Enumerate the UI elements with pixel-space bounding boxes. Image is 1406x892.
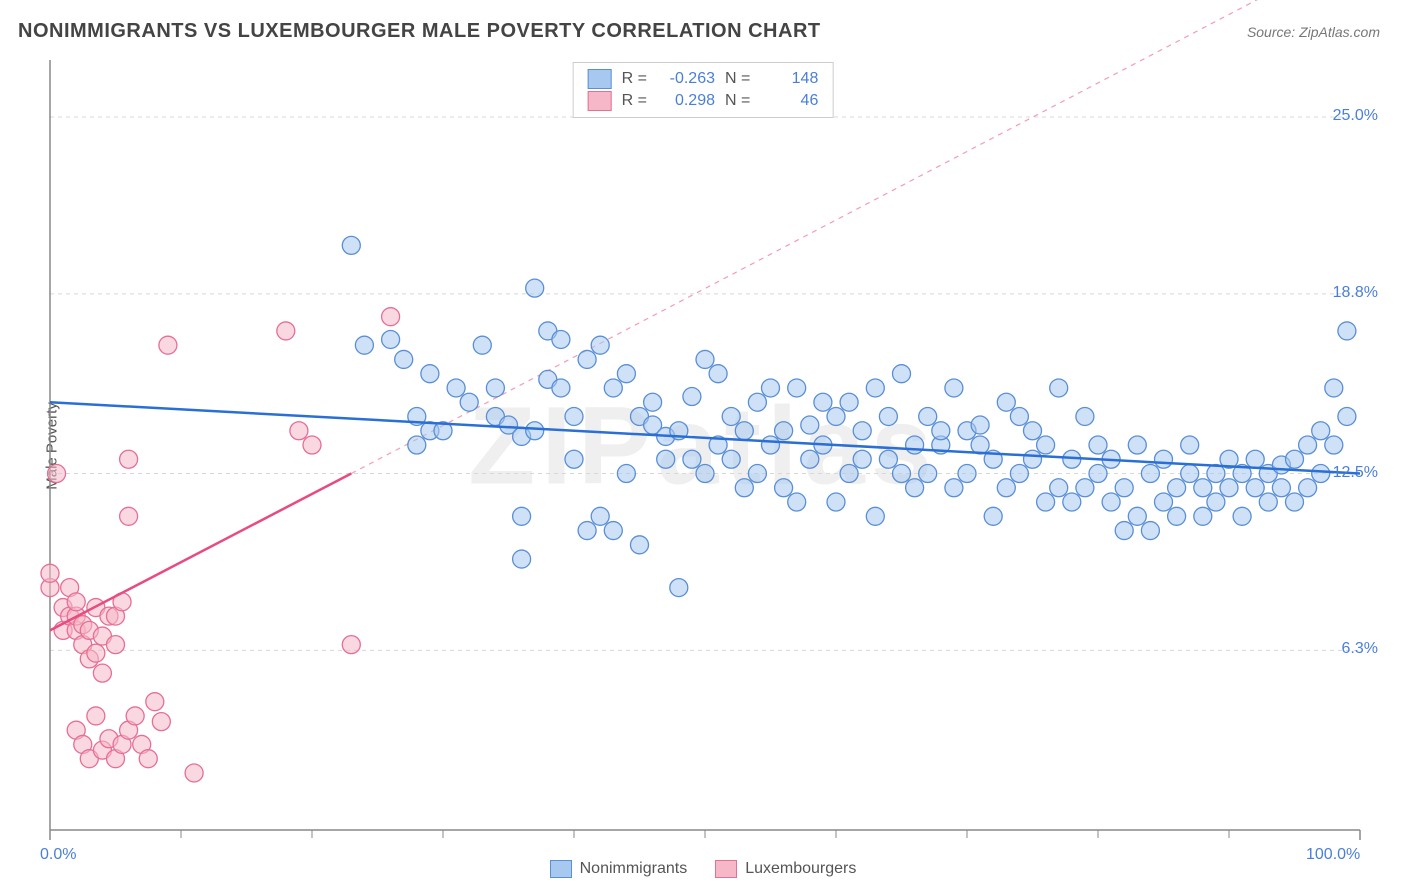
r-value: 0.298 <box>657 92 715 110</box>
y-tick-label: 6.3% <box>1342 640 1378 658</box>
swatch-icon <box>588 91 612 111</box>
swatch-icon <box>588 69 612 89</box>
legend-row-nonimmigrants: R = -0.263 N = 148 <box>588 69 819 89</box>
y-tick-label: 25.0% <box>1333 107 1378 125</box>
scatter-plot <box>0 0 1406 892</box>
r-label: R = <box>622 70 647 88</box>
legend-item-nonimmigrants: Nonimmigrants <box>550 860 688 878</box>
n-label: N = <box>725 92 750 110</box>
n-label: N = <box>725 70 750 88</box>
n-value: 46 <box>760 92 818 110</box>
swatch-icon <box>715 860 737 878</box>
legend-label: Nonimmigrants <box>580 860 688 878</box>
legend-item-luxembourgers: Luxembourgers <box>715 860 856 878</box>
legend-label: Luxembourgers <box>745 860 856 878</box>
y-tick-label: 18.8% <box>1333 284 1378 302</box>
swatch-icon <box>550 860 572 878</box>
n-value: 148 <box>760 70 818 88</box>
x-tick-label: 0.0% <box>40 846 76 864</box>
series-legend: Nonimmigrants Luxembourgers <box>0 860 1406 878</box>
r-label: R = <box>622 92 647 110</box>
r-value: -0.263 <box>657 70 715 88</box>
y-tick-label: 12.5% <box>1333 464 1378 482</box>
correlation-legend: R = -0.263 N = 148 R = 0.298 N = 46 <box>573 62 834 118</box>
x-tick-label: 100.0% <box>1306 846 1360 864</box>
legend-row-luxembourgers: R = 0.298 N = 46 <box>588 91 819 111</box>
